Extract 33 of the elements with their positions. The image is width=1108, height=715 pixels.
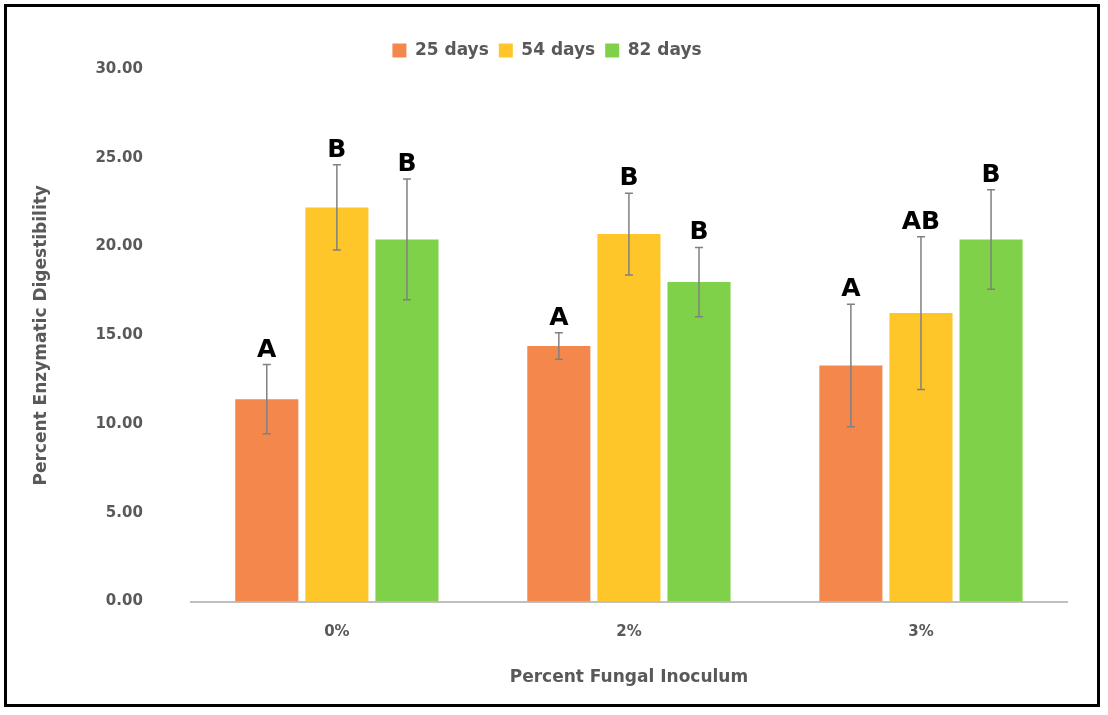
y-tick-label: 20.00 [95,236,143,255]
legend-label: 25 days [414,38,489,59]
bar [889,313,953,602]
y-tick-label: 0.00 [105,591,143,610]
annotation: AB [901,205,941,235]
y-tick-label: 30.00 [95,58,143,77]
x-axis-title: Percent Fungal Inoculum [509,666,749,687]
y-tick-label: 25.00 [95,147,143,166]
annotation: B [327,133,347,163]
bar [305,207,369,602]
annotation: B [981,158,1001,188]
annotation: B [619,162,639,192]
y-tick-label: 5.00 [105,502,143,521]
annotation: A [257,333,278,363]
bar [597,234,661,602]
y-tick-label: 10.00 [95,413,143,432]
annotation: A [549,301,570,331]
x-tick-label: 2% [616,622,642,641]
y-tick-label: 15.00 [95,325,143,344]
x-tick-label: 0% [324,622,350,641]
annotation: B [397,148,417,178]
bar [527,345,591,602]
y-axis-title: Percent Enzymatic Digestibility [29,185,50,486]
bar [667,282,731,602]
bar [959,239,1023,602]
bar [375,239,439,602]
annotation: B [689,216,709,246]
legend-label: 82 days [627,38,702,59]
bar [235,399,299,602]
x-tick-label: 3% [908,622,934,641]
annotation: A [841,273,862,303]
legend-label: 54 days [521,38,596,59]
bar [819,365,883,602]
